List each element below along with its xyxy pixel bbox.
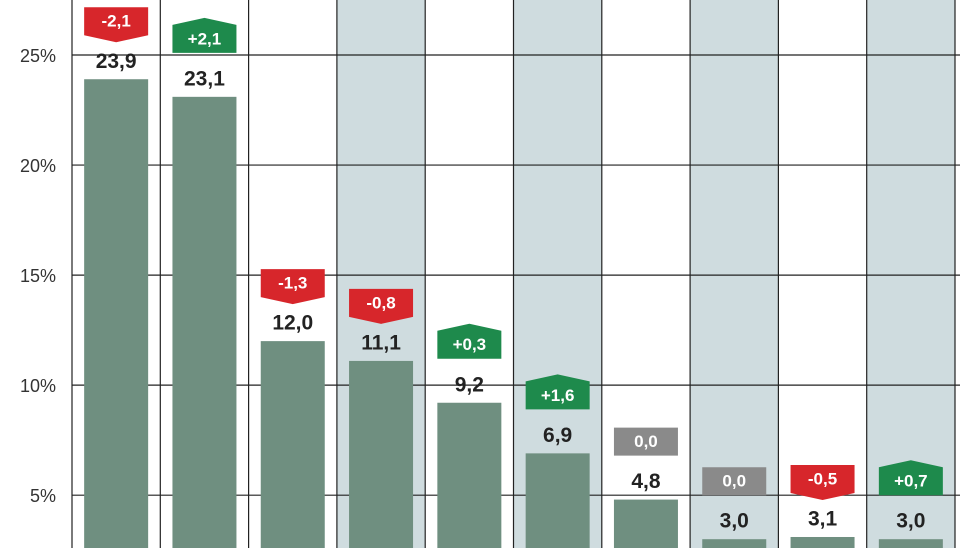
value-label: 3,0: [720, 510, 749, 533]
value-label: 6,9: [543, 424, 572, 447]
change-badge: [702, 467, 767, 496]
y-tick-label: 20%: [20, 156, 56, 176]
y-tick-label: 5%: [30, 486, 56, 506]
change-label: +2,1: [188, 29, 222, 48]
column-shade: [690, 0, 779, 548]
change-badge: [172, 17, 237, 53]
change-label: 0,0: [722, 472, 746, 491]
y-tick-label: 15%: [20, 266, 56, 286]
bar: [878, 539, 943, 548]
change-badge: [878, 460, 943, 496]
change-badge: [349, 288, 414, 324]
y-tick-label: 25%: [20, 46, 56, 66]
change-label: +1,6: [541, 386, 575, 405]
change-badge: [790, 464, 855, 500]
value-label: 11,1: [361, 331, 401, 354]
bar: [260, 341, 325, 548]
change-label: -0,8: [366, 293, 395, 312]
change-label: +0,3: [453, 335, 487, 354]
column-shade: [866, 0, 955, 548]
value-label: 3,0: [896, 510, 925, 533]
change-badge: [613, 427, 678, 456]
value-label: 12,0: [272, 312, 313, 335]
value-label: 4,8: [631, 470, 661, 493]
bar: [790, 536, 855, 548]
value-label: 23,9: [96, 50, 137, 73]
change-label: +0,7: [894, 472, 928, 491]
change-label: 0,0: [634, 432, 658, 451]
y-tick-label: 10%: [20, 376, 56, 396]
bar: [702, 539, 767, 548]
bar: [172, 96, 237, 548]
bar: [437, 402, 502, 548]
bar: [349, 360, 414, 548]
bar: [613, 499, 678, 548]
bar: [525, 453, 590, 548]
change-badge: [437, 323, 502, 359]
change-label: -1,3: [278, 274, 307, 293]
change-badge: [84, 7, 149, 43]
value-label: 3,1: [808, 508, 838, 531]
change-badge: [525, 374, 590, 410]
value-label: 23,1: [184, 67, 225, 90]
change-label: -0,5: [808, 469, 837, 488]
value-label: 9,2: [455, 373, 484, 396]
change-badge: [260, 269, 325, 305]
change-label: -2,1: [102, 12, 131, 31]
bar: [84, 79, 149, 548]
